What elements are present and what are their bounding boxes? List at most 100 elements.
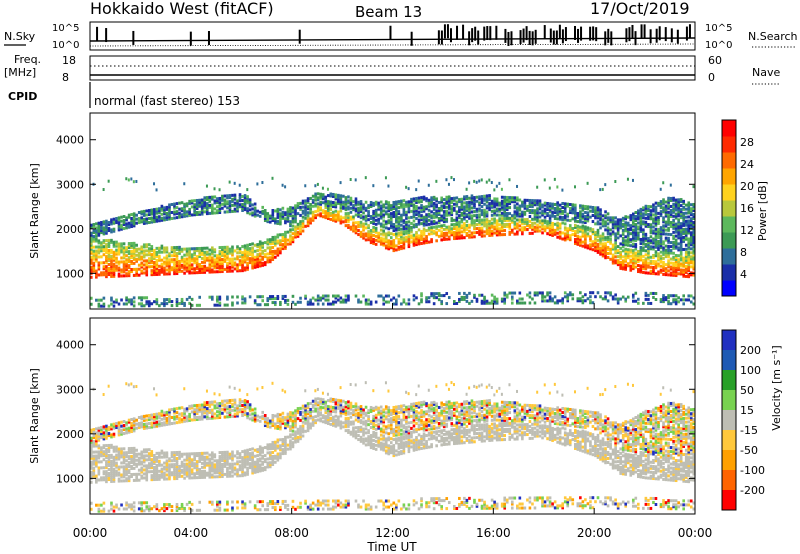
power-cell [455, 220, 459, 224]
power-cell [677, 226, 680, 230]
power-cell [145, 269, 149, 273]
power-cell [415, 200, 418, 204]
power-cell [629, 268, 633, 272]
power-cell [372, 215, 375, 219]
velocity-cell [122, 455, 126, 459]
power-cell [231, 257, 234, 261]
power-cell [594, 206, 597, 210]
power-cell [349, 198, 353, 202]
power-cell [379, 200, 383, 204]
power-cell [392, 206, 396, 210]
power-cell [193, 271, 196, 275]
velocity-cell [90, 462, 93, 466]
power-cell [455, 230, 459, 234]
power-cell [165, 260, 169, 264]
power-cell [538, 203, 542, 207]
power-cell [211, 250, 214, 254]
velocity-cell [117, 479, 121, 483]
power-cell [153, 212, 156, 216]
power-cell [382, 296, 386, 300]
power-cell [553, 301, 557, 305]
power-cell [392, 200, 396, 204]
power-cell [354, 225, 358, 229]
power-cell [309, 209, 312, 212]
power-cell [130, 243, 133, 247]
power-cell [634, 217, 638, 221]
power-cell [200, 198, 204, 202]
power-cell [619, 226, 622, 230]
power-cell [274, 251, 277, 255]
velocity-cell [107, 384, 110, 388]
power-cell [258, 295, 262, 299]
power-cell [458, 236, 461, 240]
power-cell [473, 204, 476, 208]
power-cell [662, 264, 665, 268]
velocity-cell [112, 445, 116, 449]
power-cell [100, 247, 103, 251]
power-cell [110, 220, 113, 224]
power-cell [624, 259, 628, 263]
power-cell [629, 254, 633, 258]
power-cell [102, 304, 106, 308]
power-cell [631, 244, 635, 248]
power-cell [354, 209, 358, 213]
power-cell [170, 250, 174, 254]
power-cell [422, 233, 426, 237]
power-cell [211, 295, 214, 299]
power-cell [319, 296, 322, 300]
power-cell [518, 212, 522, 216]
power-cell [158, 219, 161, 223]
power-cell [664, 269, 668, 273]
power-cell [639, 256, 643, 260]
power-cell [145, 271, 149, 275]
power-cell [584, 241, 587, 245]
velocity-cell [130, 454, 133, 458]
power-cell [352, 223, 355, 227]
power-cell [117, 226, 121, 230]
velocity-cell [120, 447, 123, 451]
power-cell [473, 231, 476, 235]
power-cell [173, 266, 176, 270]
power-cell [647, 261, 650, 265]
power-cell [271, 176, 274, 180]
power-cell [344, 206, 348, 210]
power-cell [420, 196, 423, 200]
power-cell [659, 254, 663, 258]
power-cell [326, 302, 330, 306]
power-cell [193, 205, 196, 209]
power-cell [216, 199, 219, 203]
power-cell [458, 198, 461, 202]
power-cell [591, 214, 595, 218]
power-cell [631, 238, 635, 242]
power-cell [400, 302, 403, 306]
power-cell [407, 229, 411, 233]
power-cell [480, 213, 484, 217]
power-cell [682, 239, 685, 243]
velocity-cell [153, 468, 156, 472]
power-cell [629, 224, 633, 228]
power-cell [682, 211, 685, 215]
power-cell [669, 183, 672, 187]
power-cell [458, 222, 461, 226]
power-cell [112, 256, 116, 260]
power-cell [279, 233, 282, 237]
power-cell [140, 298, 144, 302]
power-cell [475, 199, 479, 203]
power-cell [122, 250, 126, 254]
power-cell [140, 269, 144, 273]
power-cell [500, 297, 504, 301]
power-cell [526, 206, 529, 210]
power-cell [679, 238, 683, 242]
power-cell [631, 218, 635, 222]
velocity-cell [142, 509, 146, 513]
power-cell [556, 185, 559, 189]
velocity-cell [100, 466, 103, 470]
power-cell [369, 237, 373, 241]
power-cell [692, 202, 696, 206]
power-cell [115, 244, 118, 248]
power-cell [483, 222, 486, 226]
power-cell [642, 234, 645, 238]
power-cell [130, 225, 133, 229]
power-cell [228, 202, 232, 206]
power-cell [649, 241, 653, 245]
